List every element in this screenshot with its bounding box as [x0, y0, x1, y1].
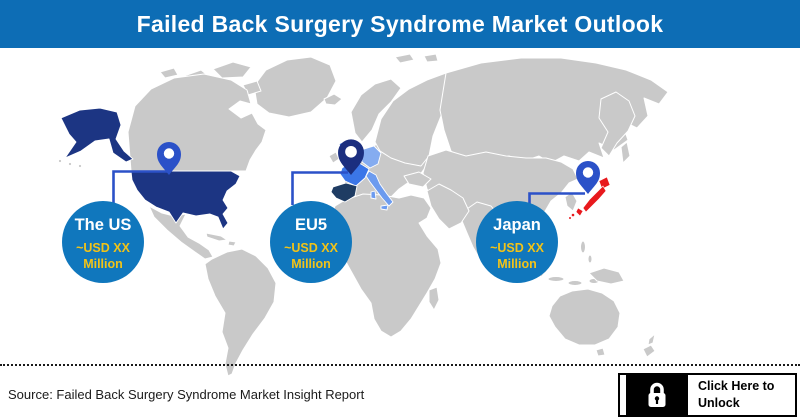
- caribbean-islands: [205, 232, 237, 247]
- island-madagascar: [428, 286, 440, 311]
- region-value: ~USD XX Million: [284, 241, 338, 272]
- region-siberia: [439, 57, 669, 164]
- us-pin-icon: [157, 142, 181, 175]
- region-kamchatka: [598, 91, 636, 157]
- unlock-button[interactable]: Click Here to Unlock: [618, 373, 797, 417]
- continents-gray: [57, 53, 669, 377]
- region-name: EU5: [294, 216, 328, 234]
- island-sakhalin: [620, 141, 631, 164]
- country-new-zealand: [642, 333, 656, 358]
- country-australia: [548, 288, 621, 346]
- region-bubble-us: The US ~USD XX Million: [62, 201, 144, 283]
- country-spain-highlight: [330, 182, 358, 203]
- page-title: Failed Back Surgery Syndrome Market Outl…: [136, 10, 664, 37]
- region-value: ~USD XX Million: [490, 241, 544, 272]
- lock-icon: [648, 382, 666, 407]
- country-japan-highlight: [568, 176, 611, 220]
- country-alaska-highlight: [60, 107, 134, 163]
- island-new-guinea: [588, 267, 625, 285]
- connector-us: [112, 170, 169, 205]
- country-italy-highlight: [365, 170, 394, 211]
- country-canada: [127, 73, 267, 172]
- connector-japan: [528, 192, 585, 205]
- country-greenland: [253, 56, 337, 118]
- title-bar: Failed Back Surgery Syndrome Market Outl…: [0, 0, 800, 48]
- region-bubble-eu5: EU5 ~USD XX Million: [270, 201, 352, 283]
- aleutian-islands: [57, 158, 83, 169]
- dotted-divider: [0, 364, 800, 366]
- source-text: Source: Failed Back Surgery Syndrome Mar…: [8, 387, 365, 402]
- region-name: Japan: [493, 216, 541, 234]
- country-germany-highlight: [360, 145, 382, 169]
- region-bubble-japan: Japan ~USD XX Million: [476, 201, 558, 283]
- lock-icon-box: [626, 375, 688, 415]
- connector-lines: [112, 170, 585, 205]
- country-ireland: [328, 151, 340, 164]
- country-iceland: [323, 93, 343, 106]
- unlock-button-label: Click Here to Unlock: [698, 379, 775, 410]
- connector-eu5: [291, 171, 348, 205]
- region-arabia: [426, 183, 470, 230]
- eu5-pin-icon: [338, 139, 364, 175]
- country-us-highlight: [130, 170, 241, 230]
- highlighted-countries: [60, 107, 611, 230]
- island-tasmania: [595, 347, 606, 357]
- region-name: The US: [74, 216, 132, 234]
- region-scandinavia: [350, 78, 402, 143]
- country-south-america: [204, 248, 277, 377]
- country-turkey: [403, 171, 432, 188]
- map-pins: [157, 139, 600, 194]
- region-korea: [564, 191, 578, 212]
- region-value: ~USD XX Million: [76, 241, 130, 272]
- japan-pin-icon: [576, 161, 600, 194]
